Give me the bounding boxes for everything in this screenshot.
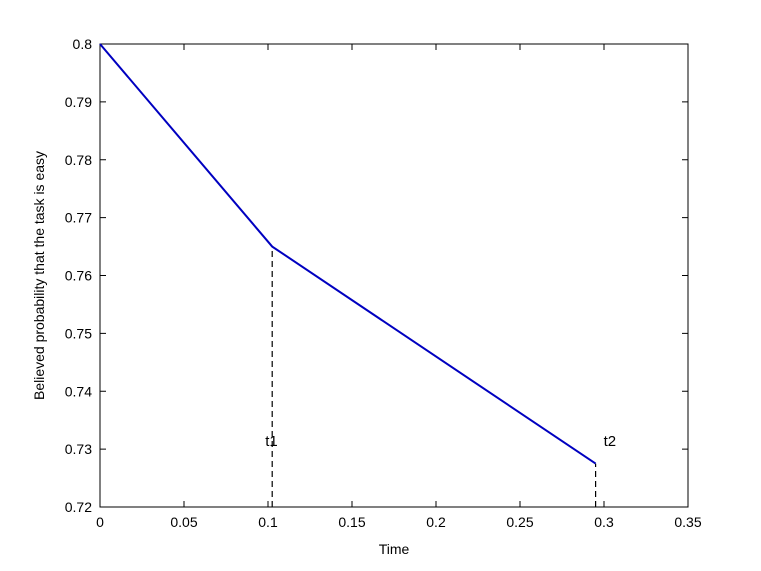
y-tick-label: 0.79 xyxy=(65,94,92,110)
y-tick-label: 0.72 xyxy=(65,499,92,515)
x-tick-label: 0.25 xyxy=(506,514,533,530)
x-tick-label: 0.15 xyxy=(338,514,365,530)
series-lines xyxy=(99,43,597,465)
x-tick-label: 0.05 xyxy=(170,514,197,530)
annotation-label-t2: t2 xyxy=(604,433,617,450)
y-tick-label: 0.8 xyxy=(73,36,93,52)
plot-border xyxy=(99,43,689,508)
x-axis-label: Time xyxy=(379,541,410,557)
y-axis-label: Believed probability that the task is ea… xyxy=(31,151,47,400)
series-line-0 xyxy=(99,43,597,465)
y-tick-label: 0.76 xyxy=(65,268,92,284)
y-tick-label: 0.75 xyxy=(65,325,92,341)
x-tick-label: 0 xyxy=(96,514,104,530)
annotations: t1 t2 xyxy=(265,246,617,507)
y-tick-label: 0.74 xyxy=(65,383,92,399)
x-tick-label: 0.35 xyxy=(674,514,701,530)
y-tick-label: 0.78 xyxy=(65,152,92,168)
y-tick-label: 0.77 xyxy=(65,210,92,226)
plot-frame xyxy=(99,43,689,508)
y-tick-label: 0.73 xyxy=(65,441,92,457)
axis-ticks xyxy=(99,43,689,508)
x-tick-label: 0.1 xyxy=(258,514,278,530)
x-tick-label: 0.2 xyxy=(426,514,446,530)
annotation-label-t1: t1 xyxy=(265,433,278,450)
x-tick-label: 0.3 xyxy=(594,514,614,530)
tick-labels: 0 0.05 0.1 0.15 0.2 0.25 0.3 0.35 0.72 0.73 0.74 0.… xyxy=(65,36,702,530)
